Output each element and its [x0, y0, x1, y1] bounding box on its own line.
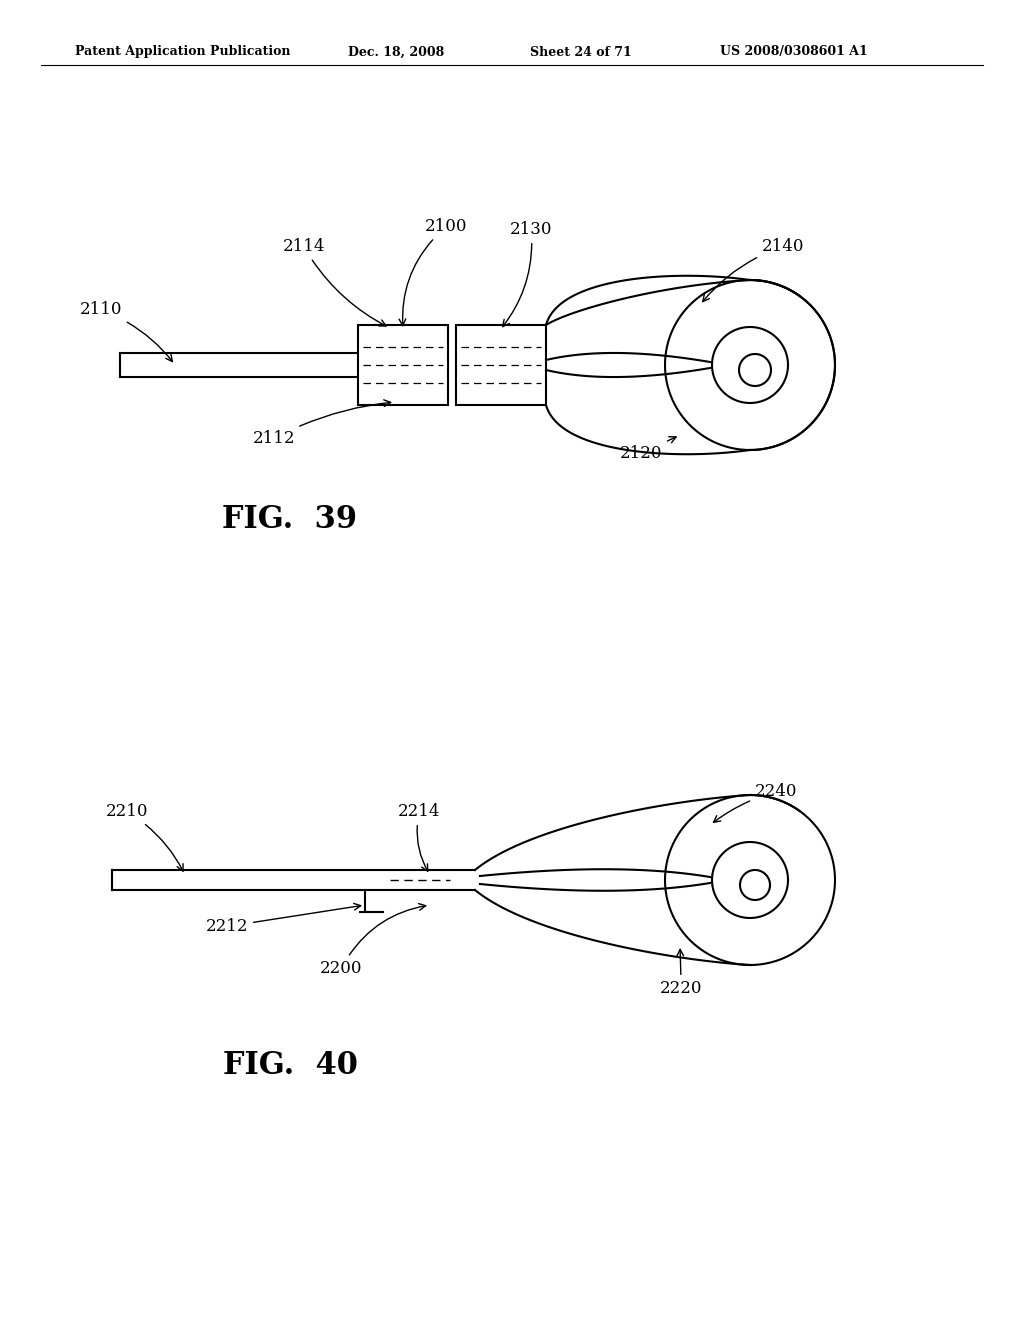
Text: 2110: 2110 — [80, 301, 172, 362]
Bar — [456, 325, 546, 405]
Text: Dec. 18, 2008: Dec. 18, 2008 — [348, 45, 444, 58]
Text: 2210: 2210 — [105, 803, 183, 871]
Text: Patent Application Publication: Patent Application Publication — [75, 45, 291, 58]
Bar — [358, 325, 449, 405]
Text: Sheet 24 of 71: Sheet 24 of 71 — [530, 45, 632, 58]
Text: 2120: 2120 — [620, 437, 676, 462]
Text: 2130: 2130 — [503, 220, 553, 326]
Text: 2220: 2220 — [660, 949, 702, 997]
Text: FIG.  39: FIG. 39 — [222, 504, 357, 536]
Text: 2212: 2212 — [206, 903, 360, 935]
Text: US 2008/0308601 A1: US 2008/0308601 A1 — [720, 45, 867, 58]
Text: 2140: 2140 — [702, 238, 805, 302]
Text: FIG.  40: FIG. 40 — [222, 1049, 357, 1081]
Polygon shape — [475, 795, 835, 965]
Text: 2114: 2114 — [283, 238, 386, 326]
Text: 2100: 2100 — [399, 218, 468, 326]
Text: 2214: 2214 — [398, 803, 440, 871]
Text: 2112: 2112 — [253, 400, 391, 447]
Polygon shape — [546, 276, 835, 454]
Text: 2240: 2240 — [714, 783, 798, 822]
Text: 2200: 2200 — [319, 904, 426, 977]
